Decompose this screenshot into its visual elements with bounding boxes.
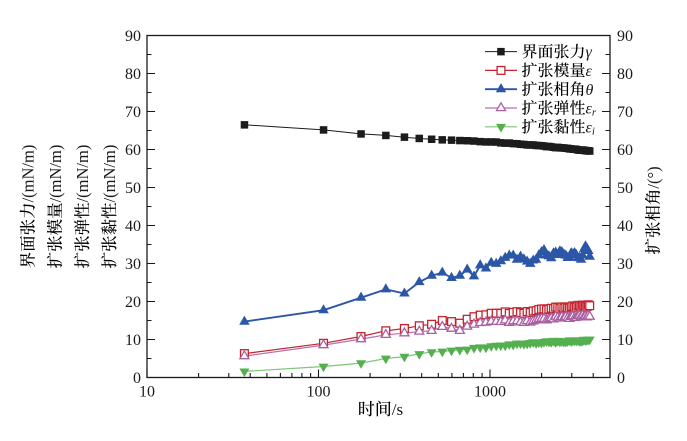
svg-text:0: 0 [133, 370, 141, 387]
svg-text:/(mN/m): /(mN/m) [19, 145, 38, 203]
svg-text:100: 100 [307, 384, 331, 401]
svg-text:1000: 1000 [474, 384, 506, 401]
svg-text:60: 60 [125, 142, 141, 159]
svg-text:40: 40 [125, 218, 141, 235]
svg-text:20: 20 [125, 294, 141, 311]
svg-text:40: 40 [617, 218, 633, 235]
svg-text:/s: /s [392, 400, 403, 419]
svg-text:ε: ε [586, 63, 593, 80]
svg-text:50: 50 [617, 180, 633, 197]
svg-text:/(mN/m): /(mN/m) [46, 145, 65, 203]
svg-text:60: 60 [617, 142, 633, 159]
svg-text:γ: γ [586, 44, 593, 61]
svg-text:10: 10 [617, 332, 633, 349]
svg-text:εr: εr [586, 101, 597, 119]
svg-text:50: 50 [125, 180, 141, 197]
svg-text:10: 10 [125, 332, 141, 349]
svg-text:20: 20 [617, 294, 633, 311]
svg-text:30: 30 [617, 256, 633, 273]
svg-text:70: 70 [125, 104, 141, 121]
svg-text:80: 80 [617, 66, 633, 83]
svg-text:30: 30 [125, 256, 141, 273]
svg-text:/(°): /(°) [644, 166, 663, 188]
svg-text:/(mN/m): /(mN/m) [73, 145, 92, 203]
svg-text:0: 0 [617, 370, 625, 387]
svg-text:70: 70 [617, 104, 633, 121]
svg-text:εi: εi [586, 119, 595, 137]
svg-text:10: 10 [139, 384, 155, 401]
svg-text:90: 90 [617, 28, 633, 45]
svg-text:/(mN/m): /(mN/m) [100, 145, 119, 203]
svg-text:θ: θ [586, 82, 594, 99]
svg-text:80: 80 [125, 66, 141, 83]
svg-text:90: 90 [125, 28, 141, 45]
